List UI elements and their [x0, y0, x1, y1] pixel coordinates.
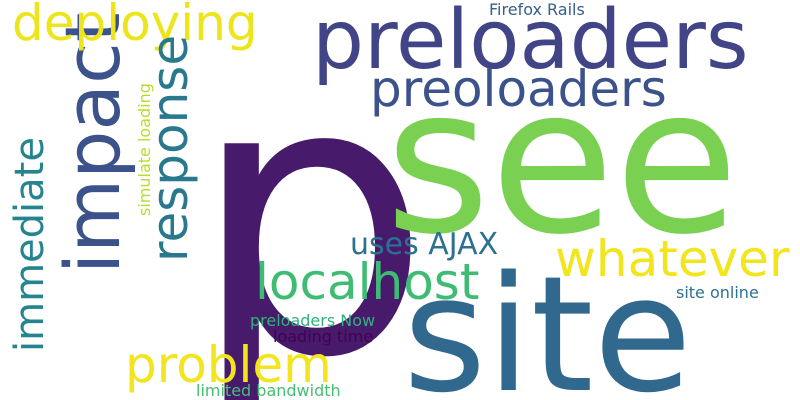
word-uses-ajax: uses AJAX — [350, 227, 499, 262]
word-deploying: deploying — [12, 0, 258, 52]
word-firefox-rails: Firefox Rails — [489, 0, 585, 19]
word-whatever: whatever — [555, 230, 790, 288]
word-simulate-loading: simulate loading — [135, 83, 154, 216]
word-preoloaders: preoloaders — [370, 60, 667, 118]
word-p: p — [190, 0, 432, 400]
word-site: site — [403, 241, 692, 400]
word-loading-time: loading time — [273, 327, 374, 346]
word-see: see — [385, 43, 739, 279]
word-preloaders-now: preloaders Now — [250, 311, 376, 330]
word-site-online: site online — [676, 283, 759, 302]
word-problem: problem — [125, 336, 332, 394]
word-localhost: localhost — [255, 253, 480, 311]
word-limited-bandwidth: limited bandwidth — [196, 381, 341, 400]
word-immediate: immediate — [7, 137, 53, 352]
word-preloaders: preloaders — [312, 0, 749, 88]
